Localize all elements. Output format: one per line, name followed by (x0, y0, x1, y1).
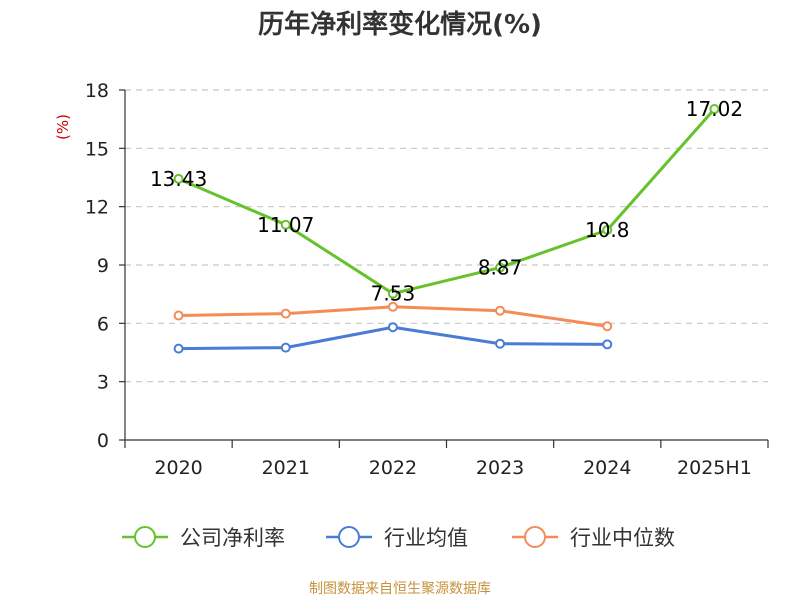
data-point (602, 225, 613, 235)
x-tick-label: 2023 (476, 457, 524, 479)
data-point (173, 310, 184, 321)
x-tick-label: 2024 (583, 457, 631, 479)
data-point (602, 321, 613, 332)
data-point (495, 338, 506, 349)
data-point (709, 104, 720, 115)
chart-title: 历年净利率变化情况(%) (258, 10, 542, 40)
data-label: 11.07 (257, 213, 314, 237)
data-point (495, 262, 506, 273)
data-label: 7.53 (371, 282, 416, 306)
y-tick-label: 18 (85, 80, 109, 102)
series-line (177, 108, 716, 296)
x-tick-label: 2021 (262, 457, 310, 479)
data-point (280, 342, 291, 353)
data-label: 10.8 (585, 218, 630, 242)
data-point (173, 343, 184, 354)
legend-swatch-marker (524, 526, 546, 548)
legend-label: 行业中位数 (570, 526, 675, 550)
legend-label: 公司净利率 (180, 526, 285, 550)
y-tick-label: 0 (97, 430, 109, 452)
x-tick-label: 2022 (369, 457, 417, 479)
x-tick-label: 2020 (154, 457, 202, 479)
x-tick-label: 2025H1 (677, 457, 752, 479)
legend[interactable]: 公司净利率 行业均值 行业中位数 (122, 526, 675, 550)
legend-swatch-marker (134, 526, 156, 548)
y-tick-label: 9 (97, 255, 109, 277)
data-point (280, 308, 291, 319)
data-point (173, 173, 184, 184)
data-point (495, 305, 506, 316)
source-note: 制图数据来自恒生聚源数据库 (309, 581, 491, 597)
y-tick-label: 6 (97, 313, 109, 335)
data-point (602, 339, 613, 350)
data-label: 13.43 (150, 167, 207, 191)
data-point (280, 219, 291, 230)
y-axis-unit-label: (%) (54, 114, 72, 140)
y-tick-label: 3 (97, 372, 109, 394)
legend-label: 行业均值 (384, 526, 468, 550)
data-point (387, 288, 398, 299)
legend-swatch-marker (338, 526, 360, 548)
y-tick-label: 12 (85, 197, 109, 219)
data-point (387, 301, 398, 312)
data-point (387, 322, 398, 333)
y-tick-label: 15 (85, 138, 109, 160)
data-labels: 13.43 11.07 7.53 8.87 10.8 17.02 (150, 97, 743, 306)
data-label: 17.02 (686, 97, 743, 121)
series-lines (173, 104, 720, 354)
data-label: 8.87 (478, 256, 523, 280)
gridlines (125, 89, 768, 383)
axes: 0 3 6 9 12 15 18 2020 2021 2022 2023 2024 2025H1 (85, 80, 769, 479)
